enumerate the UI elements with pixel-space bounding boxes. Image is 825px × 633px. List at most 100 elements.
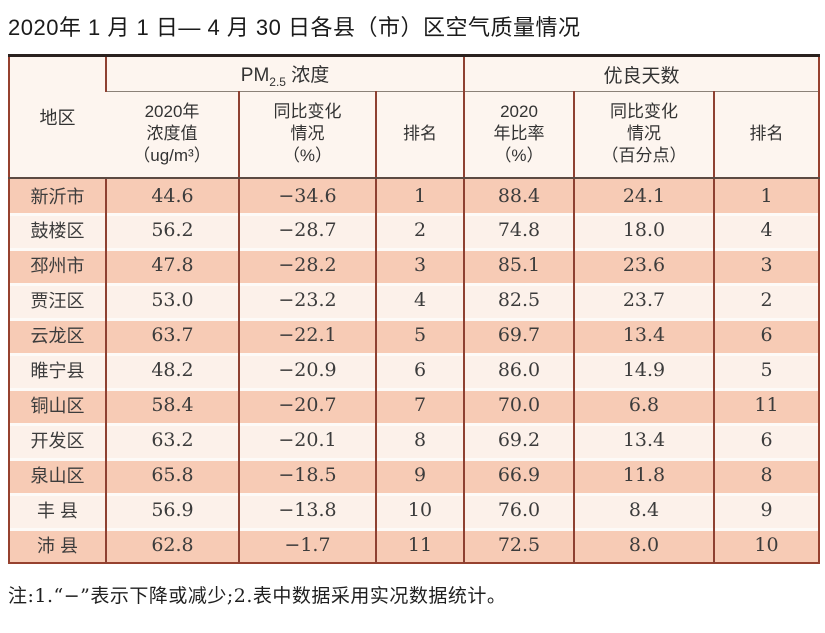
cell-pm-value: 47.8 — [105, 247, 239, 283]
cell-days-change: 8.0 — [573, 527, 714, 563]
cell-pm-rank: 1 — [375, 177, 464, 213]
cell-pm-value: 63.7 — [105, 317, 239, 353]
cell-pm-rank: 3 — [375, 247, 464, 283]
cell-days-change: 14.9 — [573, 352, 714, 388]
table-row: 睢宁县 48.2 −20.9 6 86.0 14.9 5 — [9, 352, 820, 388]
cell-days-change: 11.8 — [573, 457, 714, 493]
cell-pm-change: −22.1 — [238, 317, 376, 353]
cell-days-rank: 6 — [712, 317, 820, 353]
region-column-header: 地区 — [9, 55, 106, 179]
cell-pm-value: 65.8 — [105, 457, 239, 493]
cell-pm-value: 63.2 — [105, 422, 239, 458]
cell-region: 丰 县 — [9, 492, 106, 528]
cell-days-rate: 72.5 — [463, 527, 574, 563]
cell-days-rank: 10 — [712, 527, 820, 563]
cell-days-rank: 9 — [712, 492, 820, 528]
cell-region: 睢宁县 — [9, 352, 106, 388]
cell-region: 新沂市 — [9, 177, 106, 213]
cell-pm-value: 56.2 — [105, 212, 239, 248]
cell-pm-rank: 8 — [375, 422, 464, 458]
column-header: 排名 — [375, 91, 464, 179]
cell-days-change: 23.6 — [573, 247, 714, 283]
table-row: 沛 县 62.8 −1.7 11 72.5 8.0 10 — [9, 527, 820, 563]
column-header: 同比变化 情况 （%） — [238, 91, 376, 179]
cell-pm-rank: 4 — [375, 282, 464, 318]
column-header: 同比变化 情况 （百分点） — [573, 91, 714, 179]
table-row: 铜山区 58.4 −20.7 7 70.0 6.8 11 — [9, 387, 820, 423]
cell-region: 邳州市 — [9, 247, 106, 283]
cell-pm-value: 58.4 — [105, 387, 239, 423]
table-row: 鼓楼区 56.2 −28.7 2 74.8 18.0 4 — [9, 212, 820, 248]
table-row: 贾汪区 53.0 −23.2 4 82.5 23.7 2 — [9, 282, 820, 318]
cell-days-rank: 6 — [712, 422, 820, 458]
cell-pm-change: −28.7 — [238, 212, 376, 248]
table-row: 邳州市 47.8 −28.2 3 85.1 23.6 3 — [9, 247, 820, 283]
cell-pm-change: −34.6 — [238, 177, 376, 213]
cell-pm-value: 62.8 — [105, 527, 239, 563]
cell-region: 鼓楼区 — [9, 212, 106, 248]
page: 2020年 1 月 1 日— 4 月 30 日各县（市）区空气质量情况 地区 P… — [0, 13, 825, 608]
cell-pm-value: 56.9 — [105, 492, 239, 528]
cell-days-rank: 4 — [712, 212, 820, 248]
sub-header-row: 2020年 浓度值 （ug/m³） 同比变化 情况 （%） 排名 2020 年比率 （%） 同比变化… — [9, 91, 820, 179]
cell-region: 贾汪区 — [9, 282, 106, 318]
cell-days-rank: 5 — [712, 352, 820, 388]
page-title: 2020年 1 月 1 日— 4 月 30 日各县（市）区空气质量情况 — [8, 15, 581, 40]
cell-pm-rank: 11 — [375, 527, 464, 563]
cell-pm-change: −23.2 — [238, 282, 376, 318]
cell-pm-change: −18.5 — [238, 457, 376, 493]
cell-days-rank: 11 — [712, 387, 820, 423]
cell-pm-value: 44.6 — [105, 177, 239, 213]
cell-pm-change: −20.1 — [238, 422, 376, 458]
cell-pm-rank: 10 — [375, 492, 464, 528]
group-header-row: 地区 PM2.5 浓度 优良天数 — [9, 55, 820, 179]
table-body: 新沂市 44.6 −34.6 1 88.4 24.1 1 鼓楼区 56.2 −28.7 2 74.8 1… — [9, 177, 820, 563]
cell-days-rate: 69.7 — [463, 317, 574, 353]
cell-days-rate: 76.0 — [463, 492, 574, 528]
cell-pm-change: −20.9 — [238, 352, 376, 388]
good-days-group-header: 优良天数 — [462, 55, 820, 92]
cell-days-rate: 69.2 — [463, 422, 574, 458]
cell-pm-rank: 9 — [375, 457, 464, 493]
table-row: 开发区 63.2 −20.1 8 69.2 13.4 6 — [9, 422, 820, 458]
cell-pm-change: −1.7 — [238, 527, 376, 563]
cell-days-rate: 82.5 — [463, 282, 574, 318]
cell-pm-rank: 5 — [375, 317, 464, 353]
table-header: 地区 PM2.5 浓度 优良天数 2020年 浓度值 （ug/m³） 同比变化 情况 （%… — [9, 55, 820, 179]
air-quality-table: 地区 PM2.5 浓度 优良天数 2020年 浓度值 （ug/m³） 同比变化 情况 （%… — [8, 54, 821, 564]
column-header: 2020 年比率 （%） — [463, 91, 574, 179]
cell-days-rank: 1 — [712, 177, 820, 213]
cell-days-change: 13.4 — [573, 422, 714, 458]
cell-pm-change: −13.8 — [238, 492, 376, 528]
cell-days-rate: 74.8 — [463, 212, 574, 248]
cell-region: 沛 县 — [9, 527, 106, 563]
cell-pm-change: −20.7 — [238, 387, 376, 423]
pm25-group-header: PM2.5 浓度 — [105, 55, 464, 92]
cell-days-change: 23.7 — [573, 282, 714, 318]
cell-pm-rank: 7 — [375, 387, 464, 423]
table-row: 云龙区 63.7 −22.1 5 69.7 13.4 6 — [9, 317, 820, 353]
cell-days-rank: 2 — [712, 282, 820, 318]
cell-region: 泉山区 — [9, 457, 106, 493]
column-header: 排名 — [712, 91, 820, 179]
cell-days-rate: 85.1 — [463, 247, 574, 283]
cell-days-change: 13.4 — [573, 317, 714, 353]
cell-days-rank: 3 — [712, 247, 820, 283]
cell-pm-rank: 6 — [375, 352, 464, 388]
cell-days-change: 6.8 — [573, 387, 714, 423]
cell-days-rate: 88.4 — [463, 177, 574, 213]
cell-days-change: 18.0 — [573, 212, 714, 248]
cell-pm-change: −28.2 — [238, 247, 376, 283]
cell-days-rate: 86.0 — [463, 352, 574, 388]
cell-days-change: 8.4 — [573, 492, 714, 528]
cell-days-rate: 70.0 — [463, 387, 574, 423]
cell-region: 铜山区 — [9, 387, 106, 423]
cell-region: 开发区 — [9, 422, 106, 458]
cell-days-rank: 8 — [712, 457, 820, 493]
cell-pm-rank: 2 — [375, 212, 464, 248]
cell-days-change: 24.1 — [573, 177, 714, 213]
cell-days-rate: 66.9 — [463, 457, 574, 493]
footnote: 注:1.“−”表示下降或减少;2.表中数据采用实况数据统计。 — [8, 584, 507, 607]
column-header: 2020年 浓度值 （ug/m³） — [106, 91, 239, 179]
cell-region: 云龙区 — [9, 317, 106, 353]
